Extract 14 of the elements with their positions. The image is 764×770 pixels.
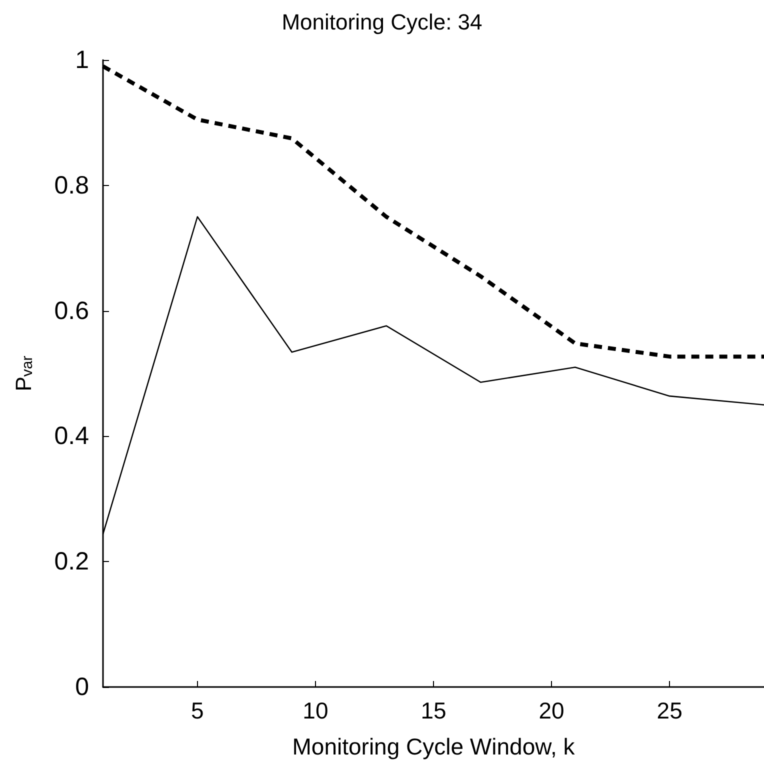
y-tick-label: 0 [75,673,89,701]
x-tick-label: 5 [191,698,204,724]
x-tick-label: 20 [538,698,564,724]
y-tick-label: 0.4 [54,422,90,450]
x-tick-label: 10 [302,698,328,724]
x-axis-title: Monitoring Cycle Window, k [292,734,576,760]
y-tick-label: 0.8 [54,171,89,200]
x-tick-label: 25 [656,698,682,724]
y-tick-label: 0.2 [54,548,89,576]
y-axis-title: Pvar [11,356,36,392]
y-tick-label: 0.6 [54,296,89,325]
x-tick-label: 15 [420,698,446,724]
chart-title: Monitoring Cycle: 34 [282,10,482,34]
y-tick-label: 1 [75,46,89,74]
